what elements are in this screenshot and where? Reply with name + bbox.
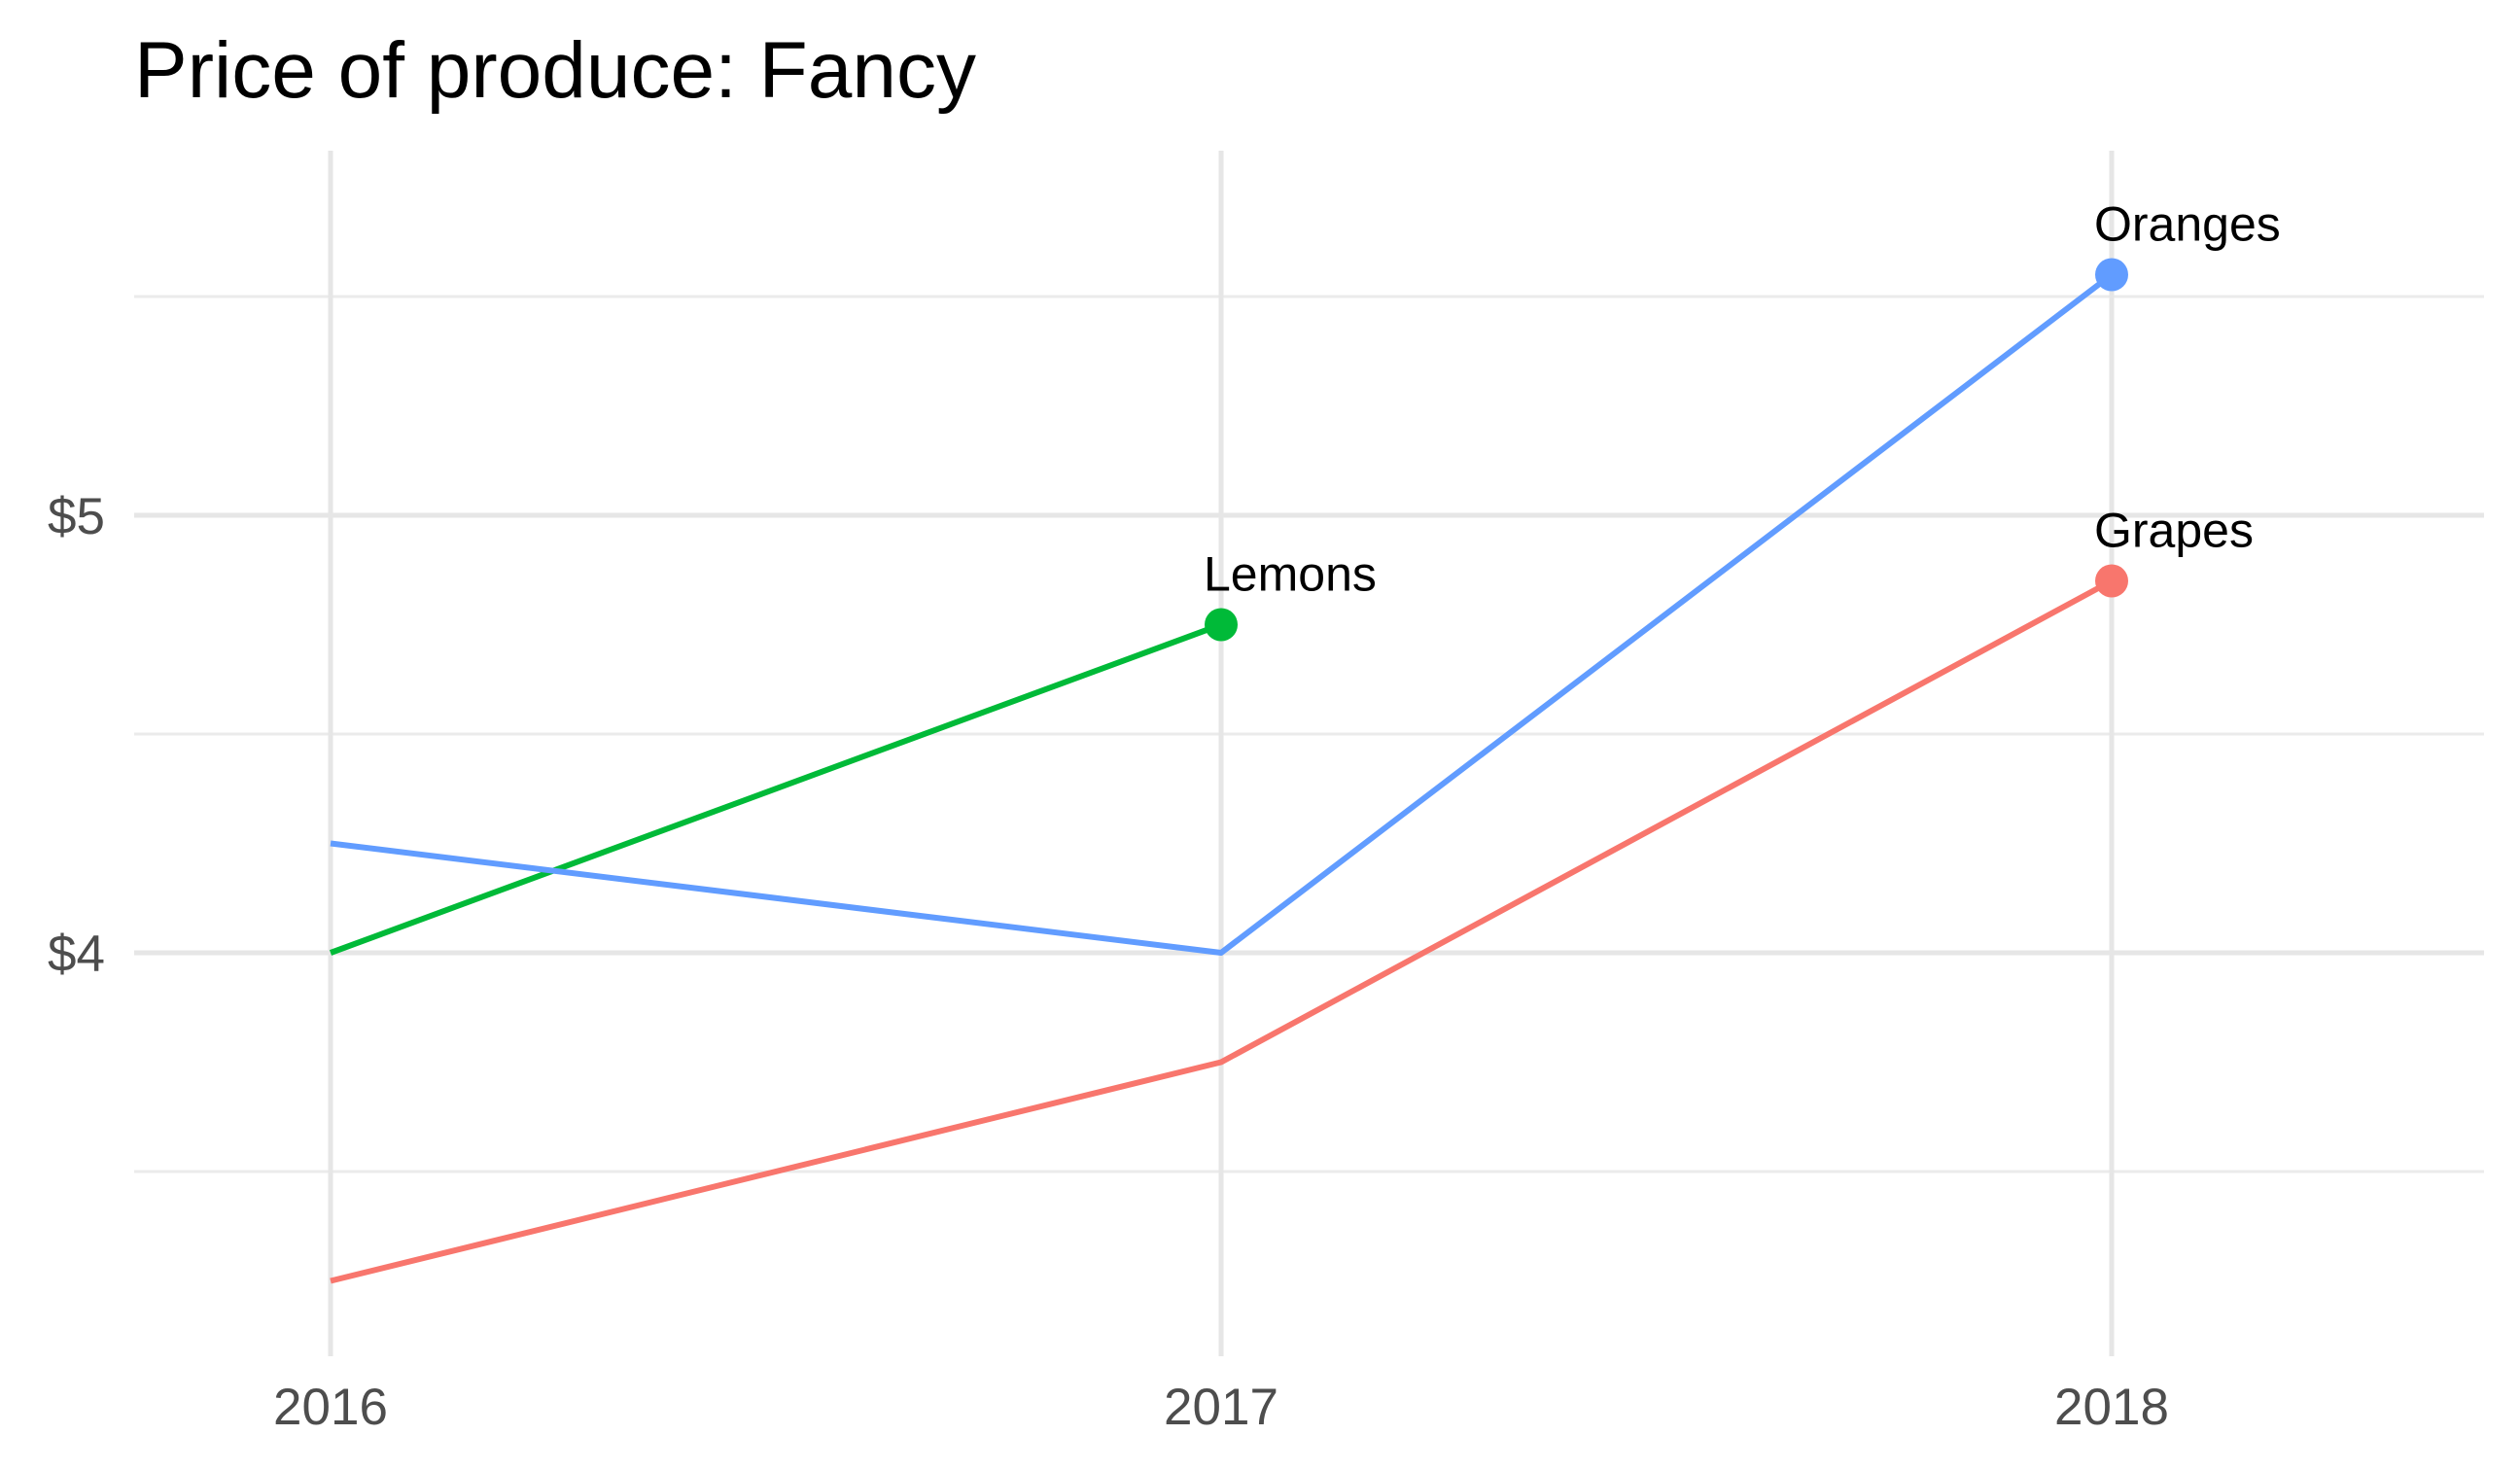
- series-label-oranges: Oranges: [2094, 197, 2281, 252]
- major-gridlines: [134, 151, 2484, 1356]
- series-line-grapes: [330, 578, 2114, 1284]
- y-axis-tick-labels: $4 $5: [48, 488, 105, 983]
- series-labels: Grapes Lemons Oranges: [1204, 197, 2281, 602]
- x-tick-label-2017: 2017: [1164, 1379, 1278, 1436]
- series-end-point-grapes: [2095, 564, 2128, 598]
- series-end-point-lemons: [1205, 608, 1238, 642]
- series-line-lemons: [329, 621, 1223, 956]
- x-tick-label-2018: 2018: [2054, 1379, 2169, 1436]
- minor-gridlines: [134, 295, 2484, 1173]
- series-line-oranges: [330, 272, 2114, 956]
- y-tick-label-5: $5: [48, 488, 105, 545]
- x-tick-label-2016: 2016: [273, 1379, 388, 1436]
- series-end-point-oranges: [2095, 258, 2128, 292]
- chart-title: Price of produce: Fancy: [134, 26, 976, 115]
- series-lines: [329, 272, 2114, 1284]
- series-end-points: [1205, 258, 2128, 642]
- y-tick-label-4: $4: [48, 926, 105, 983]
- x-axis-tick-labels: 2016 2017 2018: [273, 1379, 2169, 1436]
- series-label-lemons: Lemons: [1204, 547, 1377, 602]
- series-label-grapes: Grapes: [2094, 504, 2254, 558]
